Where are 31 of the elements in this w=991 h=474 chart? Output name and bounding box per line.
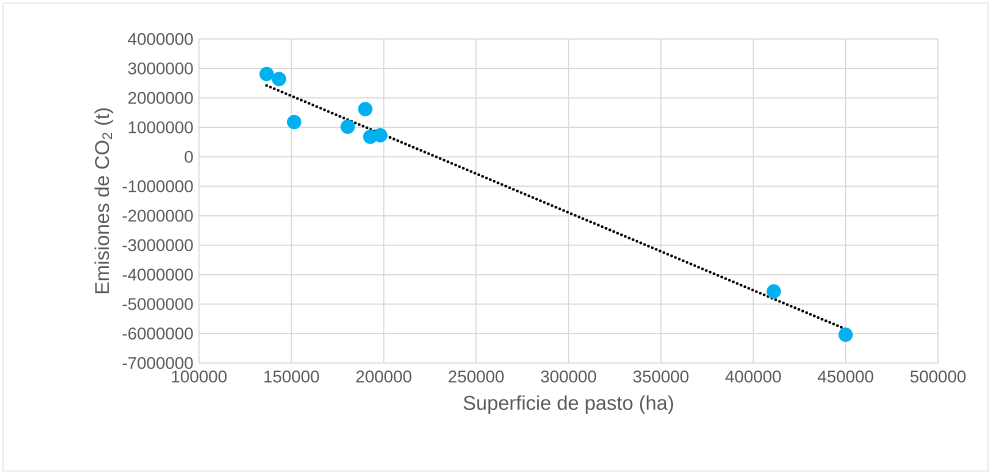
y-tick-label: -4000000 — [122, 268, 193, 281]
x-axis-title: Superficie de pasto (ha) — [464, 395, 674, 414]
point — [340, 120, 355, 134]
x-tick-label: 250000 — [448, 370, 504, 383]
x-tick-label: 400000 — [725, 370, 781, 383]
x-tick-label: 350000 — [633, 370, 688, 383]
y-tick-label: 3000000 — [128, 62, 193, 74]
x-tick-label: 150000 — [264, 370, 319, 383]
x-tick-label: 300000 — [540, 370, 596, 383]
x-tick-label: 450000 — [818, 370, 874, 383]
y-tick-label: 4000000 — [128, 32, 193, 45]
point — [286, 114, 302, 130]
y-tick-label: -1000000 — [122, 180, 193, 192]
x-tick-label: 100000 — [172, 370, 227, 383]
y-axis-title: Emisiones de CO$_{2}$ (t) — [94, 108, 114, 294]
point — [272, 72, 286, 86]
x-tick-label: 500000 — [910, 370, 966, 383]
point — [373, 128, 388, 143]
y-tick-label: 0 — [184, 150, 193, 163]
y-tick-label: -3000000 — [122, 239, 193, 252]
y-tick-label: -7000000 — [122, 357, 193, 369]
point — [358, 102, 372, 116]
y-tick-label: -2000000 — [122, 210, 193, 222]
y-tick-label: 2000000 — [128, 92, 193, 104]
x-tick-label: 200000 — [356, 370, 412, 383]
point — [838, 328, 853, 342]
y-tick-label: -5000000 — [122, 298, 193, 310]
point — [766, 284, 781, 299]
y-tick-label: 1000000 — [128, 121, 193, 134]
point — [259, 66, 274, 82]
y-tick-label: -6000000 — [122, 328, 193, 340]
